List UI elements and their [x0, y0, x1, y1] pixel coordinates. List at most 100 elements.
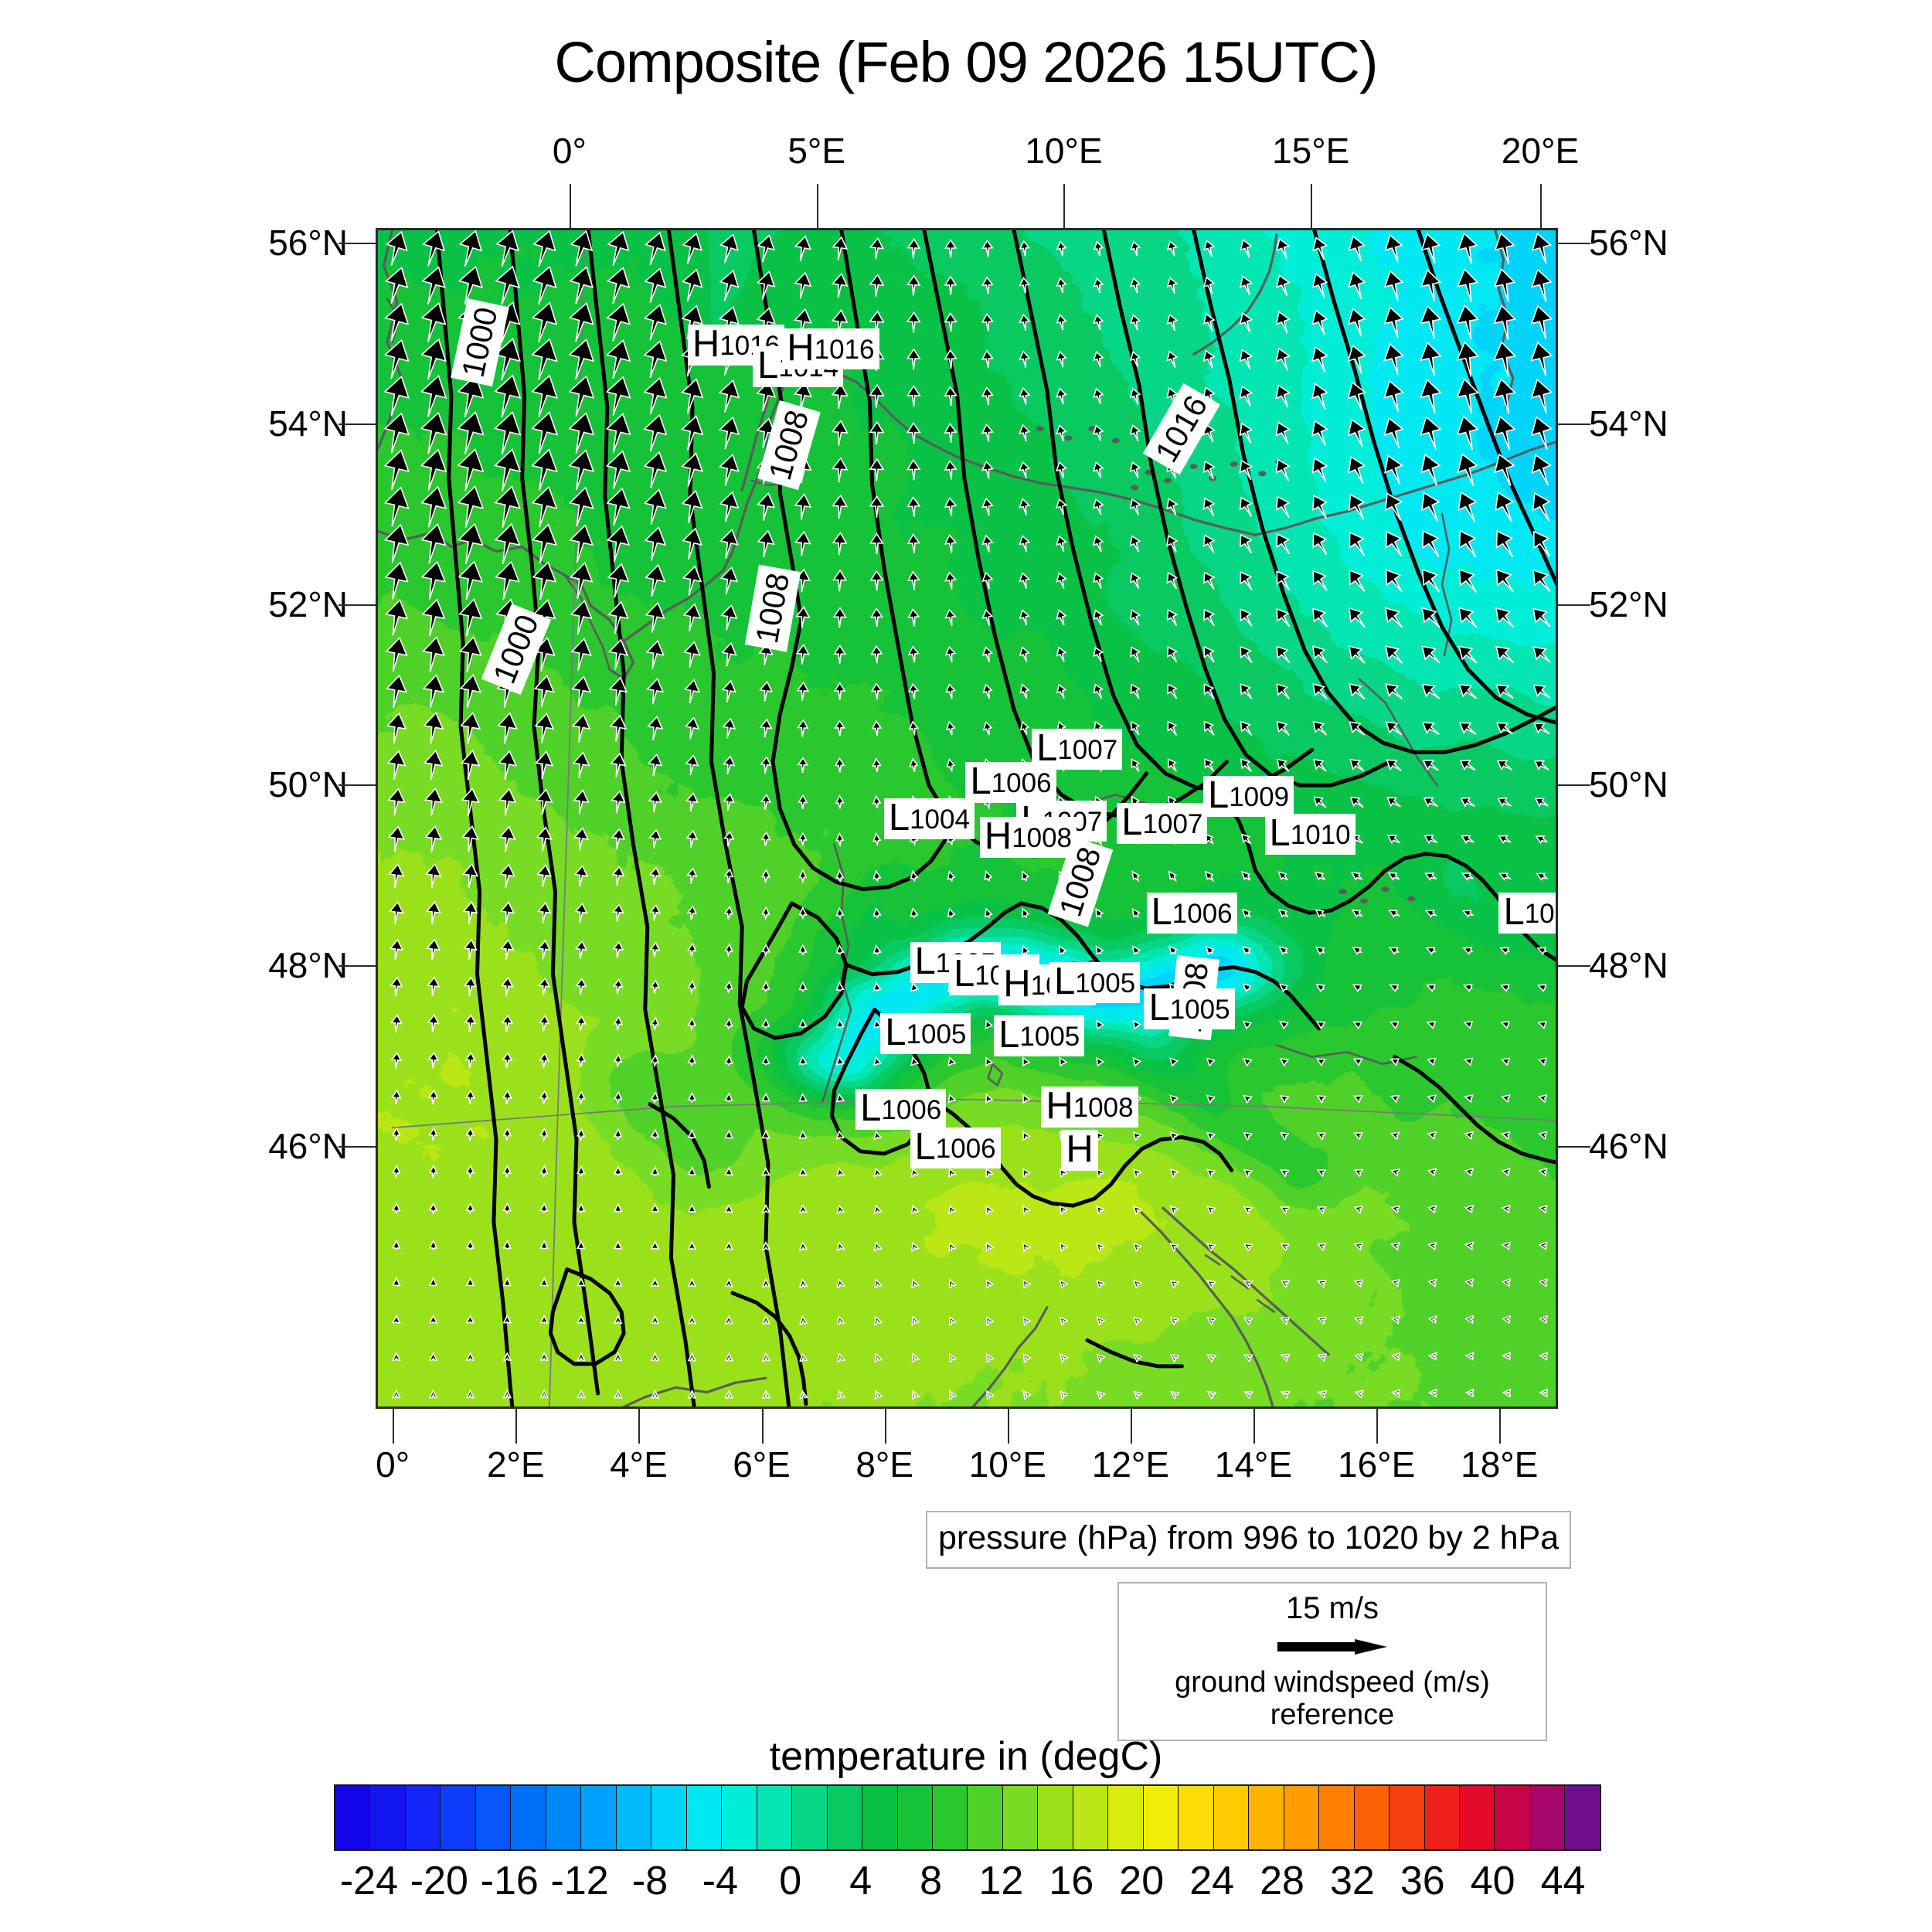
wind-arrow [649, 903, 662, 921]
wind-arrow [423, 712, 444, 744]
wind-arrow [760, 756, 772, 774]
wind-arrow [428, 1389, 438, 1399]
wind-arrow [1129, 609, 1141, 626]
coastline [1253, 440, 1556, 536]
temperature-colorbar[interactable] [334, 1784, 1601, 1851]
pressure-center-type: H [1066, 1128, 1094, 1171]
wind-arrow [611, 903, 624, 922]
coastline [1192, 233, 1278, 355]
wind-arrow [761, 1166, 770, 1176]
wind-arrow [386, 750, 406, 781]
wind-arrow [1464, 1315, 1475, 1325]
wind-arrow [389, 976, 403, 996]
wind-arrow [1385, 683, 1403, 699]
wind-arrow [944, 239, 957, 258]
wind-arrow [1501, 1204, 1511, 1214]
wind-arrow [1498, 835, 1512, 845]
axis-tick-label: 50°N [1589, 764, 1668, 805]
wind-arrow [1457, 232, 1478, 264]
wind-arrow [981, 460, 995, 479]
wind-arrow [985, 1315, 995, 1326]
wind-arrow [1348, 271, 1366, 300]
wind-arrow [391, 1277, 401, 1287]
wind-arrow [1166, 386, 1179, 405]
axis-tick-label: 15°E [1272, 131, 1350, 171]
wind-arrow [607, 600, 629, 634]
wind-arrow [944, 496, 957, 516]
wind-arrow [1458, 529, 1477, 558]
pressure-center-value: 1006 [935, 1134, 996, 1165]
isobar-contour [740, 901, 849, 1040]
wind-arrow [463, 976, 478, 997]
wind-arrow [494, 374, 522, 418]
wind-arrow [1019, 572, 1031, 590]
wind-arrow [1386, 759, 1402, 771]
wind-arrow [1538, 1168, 1548, 1177]
wind-arrow [1093, 240, 1104, 257]
wind-arrow [684, 679, 701, 704]
isobar-contour [1348, 852, 1556, 962]
wind-arrow [535, 750, 554, 780]
wind-arrow [906, 385, 921, 407]
wind-arrow [650, 1128, 660, 1141]
wind-arrow [1464, 1352, 1475, 1361]
wind-arrow [911, 1352, 920, 1363]
wind-arrow [1169, 1279, 1180, 1289]
country-border [987, 1063, 1004, 1087]
wind-arrow [459, 674, 482, 709]
colorbar-tick-label: 44 [1540, 1859, 1586, 1903]
isobar-contour [730, 1291, 808, 1406]
wind-arrow [1348, 493, 1366, 520]
wind-arrow [1390, 1242, 1400, 1251]
wind-arrow [611, 866, 625, 886]
wind-arrow [1206, 1280, 1216, 1289]
colorbar-swatch [616, 1786, 652, 1849]
wind-arrow [1202, 276, 1216, 294]
pressure-center-value: 10 [1524, 899, 1555, 930]
wind-arrow [1501, 1131, 1511, 1141]
pressure-center-value: 1009 [1229, 781, 1290, 812]
coastline [793, 352, 1257, 536]
pressure-legend-text: pressure (hPa) from 996 to 1020 by 2 hPa [938, 1519, 1560, 1556]
wind-arrow [1131, 870, 1141, 883]
wind-arrow [1352, 947, 1362, 956]
wind-reference-legend: 15 m/s ground windspeed (m/s) reference [1117, 1582, 1547, 1741]
axis-tick-label: 52°N [1589, 583, 1668, 624]
wind-arrow [494, 338, 522, 380]
wind-arrow [613, 1202, 623, 1213]
axis-tick-mark [1376, 1409, 1379, 1444]
wind-arrow [427, 1089, 439, 1105]
wind-arrow [872, 981, 883, 992]
wind-arrow [1500, 1057, 1511, 1066]
wind-arrow [948, 1241, 957, 1252]
wind-arrow [569, 266, 594, 304]
colorbar-swatch [335, 1786, 371, 1849]
wind-arrow [1168, 945, 1179, 955]
colorbar-swatch [1284, 1786, 1320, 1849]
wind-arrow [910, 1204, 920, 1215]
wind-arrow [1202, 349, 1216, 369]
wind-arrow [872, 906, 882, 919]
wind-arrow [1312, 532, 1328, 556]
wind-arrow [1279, 1131, 1290, 1141]
wind-arrow [681, 489, 703, 524]
wind-arrow [835, 794, 845, 809]
wind-arrow [1349, 569, 1366, 592]
wind-arrow [761, 1092, 770, 1102]
axis-tick-label: 16°E [1338, 1444, 1416, 1485]
wind-arrow [1383, 417, 1404, 449]
colorbar-tick-label: 40 [1470, 1859, 1515, 1903]
pressure-center-type: L [970, 760, 992, 802]
axis-tick-mark [338, 423, 376, 425]
wind-arrow [795, 643, 811, 665]
wind-arrow [724, 1203, 733, 1213]
wind-arrow [1317, 1316, 1327, 1325]
wind-arrow [650, 1016, 660, 1030]
colorbar-tick-label: -16 [480, 1859, 539, 1903]
wind-arrow [907, 607, 920, 627]
colorbar-tick-label: -4 [702, 1859, 738, 1903]
pressure-center-type: L [998, 1014, 1020, 1056]
wind-arrow [1389, 1094, 1400, 1104]
wind-arrow [1203, 758, 1215, 772]
weather-map[interactable]: H1016L1014H1016L1007L1006L1009L1004L1007… [376, 228, 1558, 1409]
